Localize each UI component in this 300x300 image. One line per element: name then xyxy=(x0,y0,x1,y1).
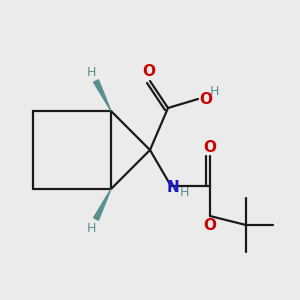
Text: H: H xyxy=(87,65,96,79)
Text: H: H xyxy=(210,85,219,98)
Text: H: H xyxy=(180,185,189,199)
Text: H: H xyxy=(87,221,96,235)
Polygon shape xyxy=(94,80,111,111)
Polygon shape xyxy=(94,189,111,220)
Text: O: O xyxy=(199,92,212,106)
Text: O: O xyxy=(203,218,217,232)
Text: O: O xyxy=(142,64,155,80)
Text: N: N xyxy=(166,180,179,195)
Text: O: O xyxy=(203,140,217,154)
